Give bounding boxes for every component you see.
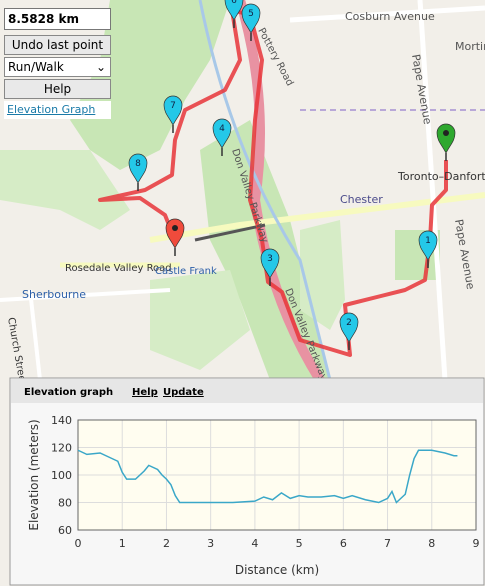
route-marker[interactable]: 7 — [163, 95, 183, 133]
start-marker[interactable] — [436, 123, 456, 161]
map-label: Cosburn Avenue — [345, 10, 435, 23]
x-tick-label: 3 — [207, 537, 214, 550]
route-marker[interactable]: 1 — [418, 230, 438, 268]
dropdown-arrow: ⌄ — [95, 60, 106, 74]
x-tick-label: 2 — [163, 537, 170, 550]
route-marker[interactable]: 8 — [128, 153, 148, 191]
marker-number: 7 — [170, 101, 176, 111]
marker-pin — [241, 3, 261, 34]
route-marker[interactable]: 5 — [241, 3, 261, 41]
y-tick-label: 60 — [58, 524, 72, 537]
marker-number: 8 — [135, 159, 141, 169]
mode-select[interactable]: Run/Walk ⌄ — [4, 57, 111, 77]
marker-pin — [260, 248, 280, 279]
marker-number: 6 — [231, 0, 237, 6]
x-tick-label: 0 — [75, 537, 82, 550]
marker-dot — [443, 130, 449, 136]
panel-update[interactable]: Update — [163, 387, 204, 398]
marker-pin — [165, 218, 185, 249]
help-button[interactable]: Help — [4, 79, 111, 99]
x-axis-label: Distance (km) — [235, 563, 319, 577]
y-tick-label: 80 — [58, 497, 72, 510]
marker-pin — [163, 95, 183, 126]
marker-dot — [172, 225, 178, 231]
marker-pin — [212, 118, 232, 149]
distance-display: 8.5828 km — [4, 8, 111, 30]
map-label: Mortin — [455, 40, 485, 53]
marker-pin — [128, 153, 148, 184]
route-marker[interactable]: 2 — [339, 312, 359, 350]
x-tick-label: 9 — [473, 537, 480, 550]
marker-pin — [436, 123, 456, 154]
marker-pin — [418, 230, 438, 261]
x-tick-label: 6 — [340, 537, 347, 550]
marker-number: 5 — [248, 9, 254, 19]
x-tick-label: 5 — [296, 537, 303, 550]
x-tick-label: 4 — [251, 537, 258, 550]
y-tick-label: 120 — [51, 442, 72, 455]
elevation-link[interactable]: Elevation Graph — [4, 101, 111, 119]
marker-pin — [339, 312, 359, 343]
y-tick-label: 140 — [51, 414, 72, 427]
marker-number: 1 — [425, 236, 431, 246]
map-features — [0, 0, 440, 380]
route-marker[interactable]: 4 — [212, 118, 232, 156]
route — [98, 8, 448, 357]
y-axis-label: Elevation (meters) — [27, 419, 41, 530]
panel-header — [11, 379, 483, 403]
marker-number: 2 — [346, 318, 352, 328]
map-label: Rosedale Valley Road — [65, 263, 172, 274]
map-label: Sherbourne — [22, 288, 86, 301]
marker-number: 4 — [219, 124, 225, 134]
plot-border — [77, 419, 477, 531]
panel-help[interactable]: Help — [132, 387, 158, 398]
marker-number: 3 — [267, 254, 273, 264]
y-tick-label: 100 — [51, 469, 72, 482]
end-marker[interactable] — [165, 218, 185, 256]
elevation-line — [77, 449, 458, 504]
marker-pin — [224, 0, 244, 21]
map-label: Toronto–Danforth — [397, 170, 485, 183]
map-label: Chester — [340, 193, 383, 206]
undo-button[interactable]: Undo last point — [4, 35, 111, 55]
route-marker[interactable]: 3 — [260, 248, 280, 286]
panel-title: Elevation graph — [24, 387, 113, 398]
mode-value: Run/Walk — [8, 60, 64, 74]
map-label: Castle Frank — [155, 266, 217, 277]
x-tick-label: 8 — [428, 537, 435, 550]
x-tick-label: 1 — [119, 537, 126, 550]
x-tick-label: 7 — [384, 537, 391, 550]
route-marker[interactable]: 6 — [224, 0, 244, 28]
